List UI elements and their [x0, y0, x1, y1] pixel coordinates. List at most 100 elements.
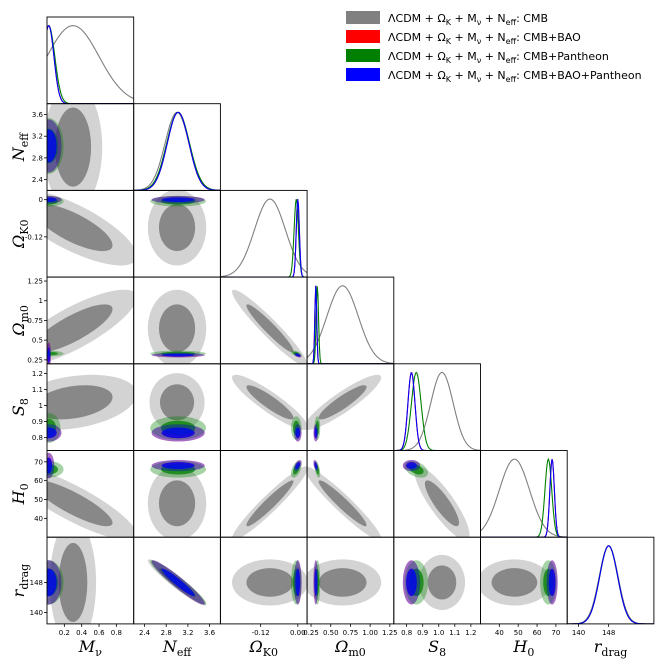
panel-H_0-H_0	[480, 450, 568, 538]
contour-68-Omega_K0-N_eff-series-0	[158, 204, 196, 252]
y-tick-label: 2.8	[32, 154, 43, 162]
x-tick-label: 140	[572, 629, 585, 637]
contour-68-H_0-N_eff-series-0	[158, 480, 196, 527]
marginal-H_0-series-2	[480, 457, 568, 538]
panel-r_drag-M_nu: 0.2 0.4 0.6 0.8 140 148	[30, 536, 135, 637]
x-tick-label: 0.8	[401, 629, 412, 637]
legend-entry: ΛCDM + ΩK + Mν + Neff: CMB+BAO+Pantheon	[388, 69, 642, 84]
marginal-N_eff-series-1	[133, 111, 221, 191]
contour-68-r_drag-Omega_m0-series-0	[318, 568, 367, 597]
x-tick-label: 0.6	[93, 629, 105, 637]
contour-68-S_8-Omega_K0-series-3	[295, 427, 301, 439]
panel-r_drag-Omega_m0: 0.25 0.50 0.75 1.00 1.25	[303, 536, 398, 637]
panel-frame	[306, 450, 395, 538]
x-tick-label: 70	[551, 629, 560, 637]
marginal-r_drag-series-0	[567, 545, 654, 624]
x-tick-label: 0.2	[59, 629, 70, 637]
y-tick-label: 40	[34, 515, 43, 523]
contour-68-Omega_m0-N_eff-series-3	[161, 353, 195, 357]
legend: ΛCDM + ΩK + Mν + Neff: CMB ΛCDM + ΩK + Mν…	[346, 11, 642, 84]
legend-swatch	[346, 68, 380, 81]
contour-68-H_0-S_8-series-0	[424, 480, 460, 527]
y-tick-label: 0.75	[27, 317, 43, 325]
contour-68-H_0-Omega_m0-series-0	[318, 480, 367, 527]
marginal-H_0-series-0	[480, 458, 568, 538]
contour-68-r_drag-H_0-series-3	[548, 568, 556, 597]
panel-S_8-Omega_K0	[219, 363, 308, 451]
marginal-M_nu-series-2	[47, 25, 134, 104]
x-tick-label: 0.50	[323, 629, 339, 637]
y-axis-label-N_eff: Neff	[9, 132, 31, 163]
x-tick-label: 1.2	[465, 629, 476, 637]
contour-68-H_0-Omega_m0-series-3	[314, 462, 318, 470]
contour-68-r_drag-Omega_K0-series-3	[295, 568, 301, 597]
x-tick-label: 1.00	[362, 629, 378, 637]
x-tick-label: 50	[514, 629, 523, 637]
panel-N_eff-M_nu: 2.4 2.8 3.2 3.6	[32, 103, 135, 191]
x-tick-label: 2.8	[161, 629, 172, 637]
x-tick-label: 0.75	[343, 629, 359, 637]
y-tick-label: 0.9	[32, 418, 43, 426]
panel-r_drag-Omega_K0: -0.12 0.00	[219, 536, 308, 637]
contour-68-Omega_m0-Omega_K0-series-3	[295, 353, 301, 357]
x-axis-label-M_nu: Mν	[78, 637, 102, 659]
marginal-r_drag-series-1	[567, 545, 654, 624]
x-axis-label-Omega_m0: Ωm0	[334, 637, 366, 659]
contour-68-S_8-M_nu-series-3	[47, 427, 57, 439]
y-axis-label-Omega_m0: Ωm0	[9, 305, 31, 337]
x-tick-label: 0.8	[111, 629, 122, 637]
marginal-H_0-series-1	[480, 459, 568, 538]
x-tick-label: 1.0	[433, 629, 444, 637]
marginal-M_nu-series-0	[47, 25, 134, 100]
y-tick-label: 140	[30, 609, 43, 617]
panel-Omega_K0-N_eff	[133, 189, 221, 278]
contour-68-Omega_m0-M_nu-series-0	[47, 304, 113, 353]
panel-Omega_m0-Omega_m0	[306, 276, 395, 365]
panel-H_0-Omega_m0	[306, 450, 395, 538]
contour-68-r_drag-S_8-series-3	[406, 568, 417, 597]
x-tick-label: 0.9	[417, 629, 428, 637]
x-tick-label: 40	[495, 629, 504, 637]
x-tick-label: 3.6	[204, 629, 216, 637]
contour-68-H_0-M_nu-series-0	[47, 480, 113, 527]
y-tick-label: 50	[34, 496, 43, 504]
contour-68-N_eff-M_nu-series-0	[54, 107, 92, 187]
panel-r_drag-H_0: 40 50 60 70	[480, 536, 568, 637]
panel-M_nu-M_nu	[46, 16, 135, 105]
contour-68-H_0-Omega_K0-series-0	[246, 480, 294, 527]
contour-68-S_8-M_nu-series-0	[47, 385, 113, 420]
marginal-Omega_m0-series-2	[307, 286, 394, 364]
contour-68-H_0-S_8-series-3	[406, 462, 417, 470]
x-tick-label: 148	[602, 629, 615, 637]
contour-68-Omega_K0-M_nu-series-3	[47, 197, 57, 203]
contour-68-r_drag-M_nu-series-0	[58, 542, 88, 622]
contour-68-H_0-M_nu-series-3	[47, 457, 53, 474]
contour-68-N_eff-M_nu-series-3	[47, 129, 57, 163]
x-tick-label: -0.12	[252, 629, 270, 637]
contour-68-Omega_m0-Omega_K0-series-0	[246, 304, 294, 353]
marginal-r_drag-series-2	[567, 545, 654, 624]
x-tick-label: 2.4	[139, 629, 151, 637]
y-axis-label-r_drag: rdrag	[9, 564, 31, 598]
y-tick-label: 2.4	[32, 176, 44, 184]
y-tick-label: 1	[39, 402, 43, 410]
panel-r_drag-r_drag: 140 148	[566, 536, 655, 637]
panel-frame	[219, 450, 308, 538]
contour-68-r_drag-S_8-series-0	[427, 565, 457, 600]
panel-S_8-N_eff	[133, 363, 221, 451]
x-axis-label-H_0: H0	[512, 637, 534, 659]
marginal-r_drag-series-3	[567, 545, 654, 624]
x-tick-label: 0.4	[76, 629, 88, 637]
panel-S_8-Omega_m0	[306, 363, 395, 451]
panel-frame	[133, 103, 221, 191]
panel-H_0-N_eff	[133, 450, 221, 538]
marginal-Omega_m0-series-0	[307, 285, 394, 364]
panel-r_drag-S_8: 0.8 0.9 1.0 1.1 1.2	[393, 536, 481, 637]
legend-swatch	[346, 30, 380, 43]
y-tick-label: 0.5	[32, 337, 43, 345]
y-axis-label-S_8: S8	[9, 398, 31, 416]
contour-68-H_0-N_eff-series-3	[161, 462, 195, 470]
x-tick-label: 0.25	[303, 629, 319, 637]
x-tick-label: 3.2	[182, 629, 193, 637]
